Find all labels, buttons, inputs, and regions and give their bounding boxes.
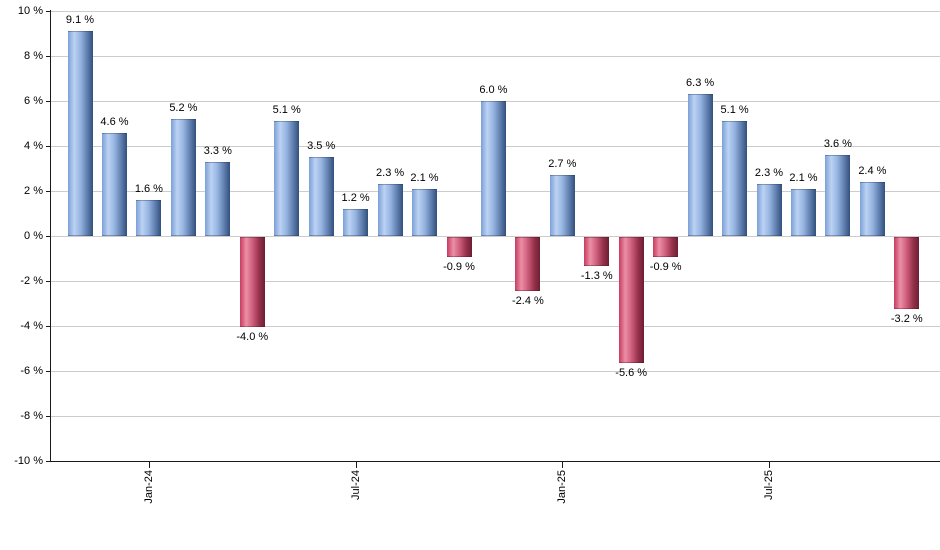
bar-Mar-24 [205, 161, 231, 237]
bar-Feb-25 [584, 237, 610, 267]
bar-value-label: 5.2 % [169, 102, 198, 114]
bar-value-label: 9.1 % [65, 14, 95, 27]
y-axis-label: 8 % [24, 50, 43, 62]
x-axis-tick [769, 462, 770, 468]
bar-Jul-25 [756, 184, 782, 236]
gridline [51, 326, 940, 327]
bar-Dec-24 [515, 237, 541, 291]
bar-Nov-25 [894, 237, 920, 309]
bar-Apr-25 [653, 237, 679, 258]
y-axis-label: 2 % [24, 185, 43, 197]
y-axis-tick [46, 101, 50, 102]
x-axis-tick [148, 462, 150, 468]
y-axis-label: -6 % [20, 365, 43, 377]
y-axis-label: 6 % [24, 95, 43, 107]
bar-Sep-25 [825, 155, 851, 236]
bar-value-label: 2.3 % [376, 167, 405, 180]
bar-Aug-24 [377, 184, 403, 236]
y-axis-tick [46, 191, 50, 192]
bar-Jul-24 [343, 209, 369, 236]
y-axis-tick [46, 461, 50, 462]
y-axis-tick [46, 56, 50, 57]
gridline [51, 56, 940, 57]
y-axis-tick [46, 326, 50, 327]
y-axis-label: 0 % [24, 230, 43, 242]
y-axis-tick [46, 11, 50, 12]
y-axis-tick [46, 236, 50, 237]
bar-Mar-25 [618, 237, 644, 363]
bar-value-label: 2.1 % [789, 171, 818, 184]
bar-Jun-25 [722, 121, 748, 236]
gridline [51, 11, 940, 12]
x-axis-label: Jul-24 [349, 470, 362, 500]
bar-Sep-24 [412, 188, 437, 237]
y-axis-tick [46, 371, 50, 372]
bar-value-label: 2.3 % [754, 167, 784, 180]
x-axis-line [50, 461, 940, 462]
bar-value-label: -0.9 % [443, 261, 475, 274]
bar-Feb-24 [170, 119, 196, 236]
bar-value-label: 5.1 % [272, 104, 301, 117]
bar-Dec-23 [102, 132, 127, 236]
y-axis-label: -4 % [20, 320, 43, 332]
bar-Jan-25 [549, 175, 575, 237]
bar-value-label: 3.3 % [203, 144, 232, 157]
y-axis-line [50, 10, 51, 462]
bar-value-label: -1.3 % [580, 270, 613, 283]
y-axis-tick [46, 416, 50, 417]
y-axis-label: -10 % [14, 455, 43, 467]
x-axis-label: Jul-25 [763, 470, 775, 500]
bar-value-label: -3.2 % [890, 313, 923, 325]
bar-value-label: -5.6 % [615, 367, 648, 379]
bar-value-label: 2.4 % [858, 165, 887, 177]
bar-May-25 [687, 94, 713, 237]
y-axis-tick [46, 146, 50, 147]
bar-value-label: 3.6 % [823, 138, 852, 150]
bar-value-label: -4.0 % [236, 331, 269, 343]
bar-Jan-24 [136, 200, 162, 236]
bar-Jun-24 [308, 157, 334, 237]
bar-value-label: 2.1 % [410, 171, 439, 184]
gridline [51, 281, 940, 282]
bar-Oct-24 [446, 237, 472, 258]
bar-value-label: -2.4 % [511, 295, 544, 307]
y-axis-label: -8 % [20, 410, 43, 422]
x-axis-tick [355, 462, 357, 468]
bar-value-label: 3.5 % [307, 140, 336, 153]
bar-value-label: 4.6 % [100, 115, 129, 128]
bar-Apr-24 [239, 237, 265, 327]
y-axis-label: 4 % [24, 140, 43, 152]
y-axis-tick [46, 281, 50, 282]
y-axis-label: -2 % [20, 275, 43, 287]
bar-Nov-23 [67, 31, 93, 237]
bar-Aug-25 [791, 188, 816, 237]
bar-value-label: 6.0 % [479, 84, 508, 96]
bar-value-label: -0.9 % [649, 261, 682, 274]
bar-value-label: 6.3 % [686, 77, 715, 90]
x-axis-tick [562, 462, 564, 468]
bar-value-label: 1.2 % [341, 192, 370, 204]
bar-Oct-25 [859, 182, 885, 236]
x-axis-label: Jan-24 [142, 470, 155, 504]
x-axis-label: Jan-25 [556, 470, 569, 504]
gridline [51, 236, 940, 237]
bar-value-label: 1.6 % [134, 183, 163, 195]
bar-Nov-24 [480, 101, 506, 236]
bar-value-label: 5.1 % [720, 104, 749, 117]
bar-value-label: 2.7 % [548, 158, 577, 171]
gridline [51, 371, 940, 372]
gridline [51, 416, 940, 417]
bar-May-24 [274, 121, 300, 236]
y-axis-label: 10 % [17, 5, 43, 17]
